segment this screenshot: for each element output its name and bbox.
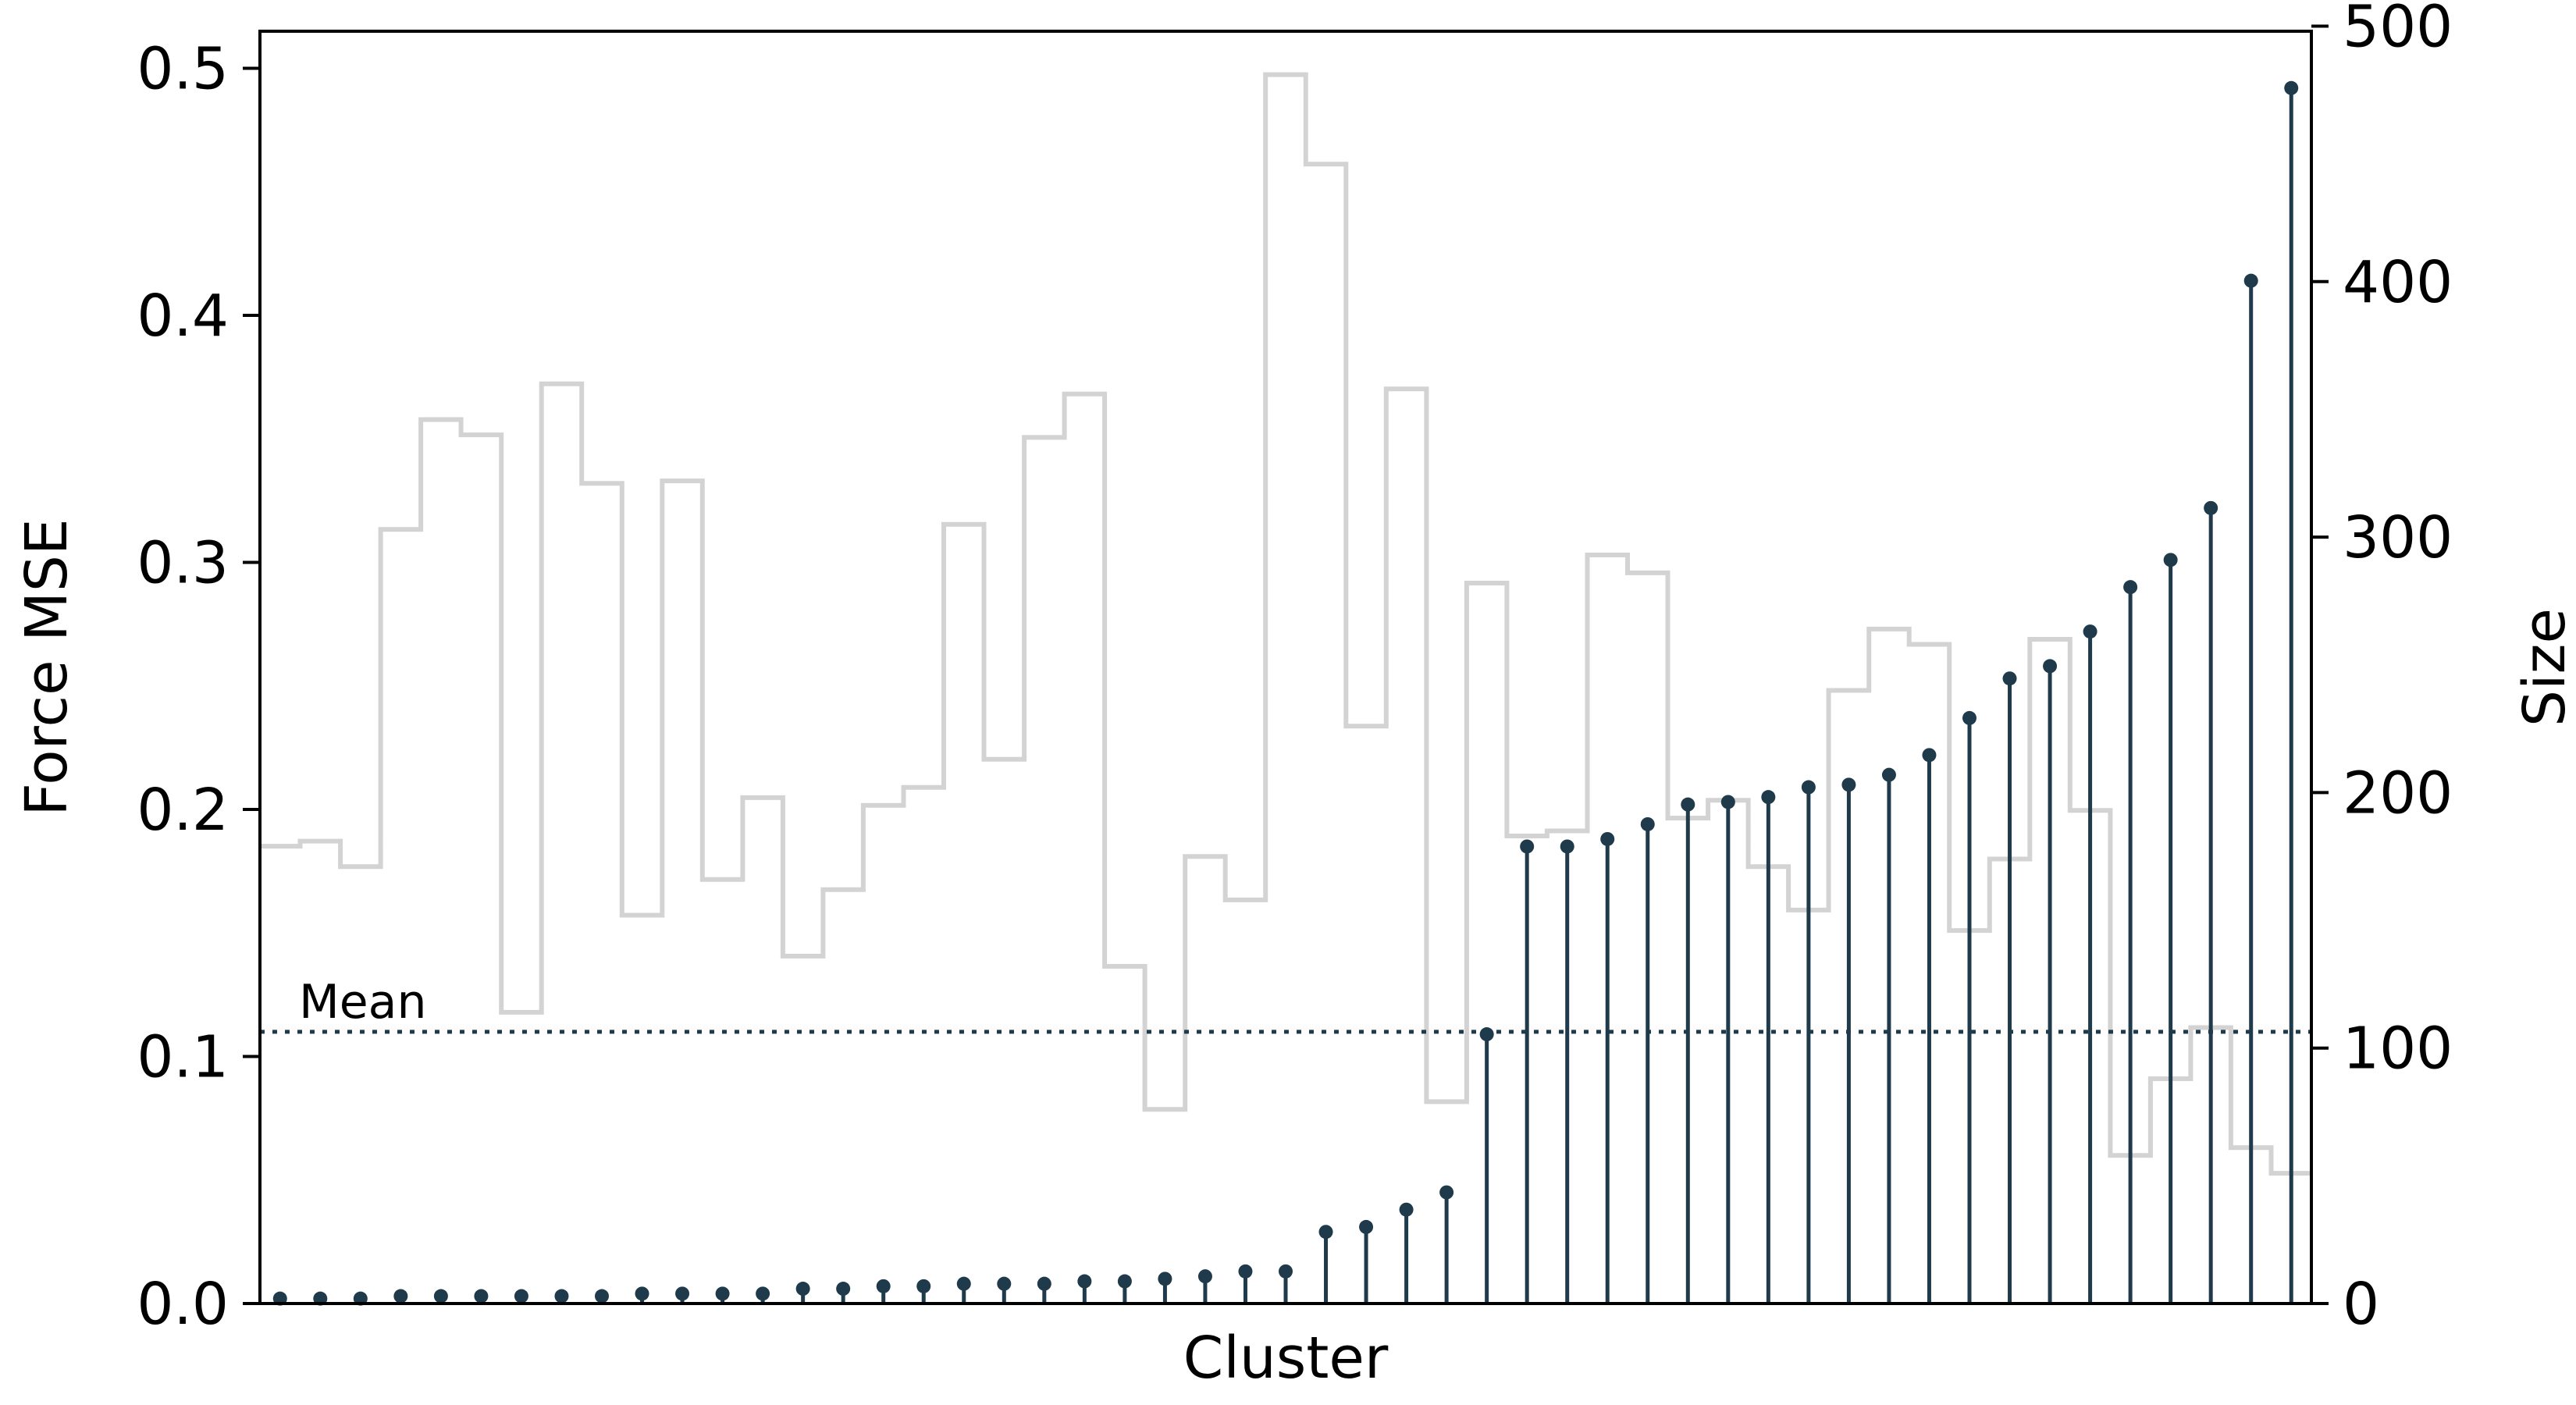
stem-marker [997, 1276, 1012, 1291]
y2-tick-label: 400 [2343, 249, 2453, 316]
stem-marker [1962, 710, 1976, 725]
y-axis-left: 0.0 0.1 0.2 0.3 0.4 0.5 [137, 35, 260, 1338]
size-step-series [260, 72, 2311, 1176]
stem-marker [1479, 1027, 1494, 1042]
stem-marker [474, 1289, 489, 1304]
axes [258, 30, 2313, 1305]
y-tick-label: 0.3 [137, 529, 229, 596]
stem-marker [1279, 1264, 1293, 1279]
stem-marker [1399, 1202, 1414, 1217]
y-axis-right: 0 100 200 300 400 500 [2311, 0, 2453, 1338]
stem-marker [393, 1289, 408, 1304]
stem-marker [2123, 580, 2138, 595]
y-tick-label: 0.2 [137, 777, 229, 844]
stem-marker [554, 1289, 569, 1304]
stem-marker [1037, 1276, 1051, 1291]
stem-marker [1922, 748, 1937, 763]
stem-marker [1841, 777, 1856, 792]
stem-marker [433, 1289, 448, 1304]
stem-marker [2284, 80, 2299, 95]
stem-marker [2083, 624, 2097, 639]
y-tick-label: 0.0 [137, 1271, 229, 1338]
stem-marker [916, 1279, 931, 1293]
y2-tick-label: 100 [2343, 1016, 2453, 1083]
stem-marker [1560, 839, 1574, 854]
y-tick-label: 0.1 [137, 1023, 229, 1090]
stem-marker [635, 1286, 649, 1301]
stem-marker [2043, 659, 2058, 674]
y2-tick-label: 300 [2343, 504, 2453, 571]
mean-label: Mean [299, 975, 426, 1030]
stem-marker [1520, 839, 1535, 854]
stem-marker [2243, 273, 2258, 288]
stem-marker [1238, 1264, 1253, 1279]
stem-marker [1318, 1225, 1333, 1240]
stem-marker [2204, 500, 2218, 515]
stem-marker [1720, 795, 1735, 809]
stem-marker [1640, 816, 1655, 831]
stem-marker [1158, 1272, 1172, 1286]
stem-marker [1359, 1219, 1374, 1234]
stem-marker [2163, 553, 2178, 567]
y-tick-label: 0.5 [137, 35, 229, 102]
y2-tick-label: 0 [2343, 1271, 2379, 1338]
stem-marker [795, 1282, 810, 1297]
y2-axis-title: Size [2511, 608, 2576, 727]
stem-marker [1801, 780, 1816, 795]
size-step-line [260, 72, 2311, 1176]
stem-marker [675, 1286, 690, 1301]
y-tick-label: 0.4 [137, 283, 229, 350]
force-mse-series [272, 80, 2299, 1306]
y2-tick-label: 500 [2343, 0, 2453, 60]
stem-marker [1600, 831, 1615, 846]
x-axis-title: Cluster [1183, 1325, 1389, 1392]
stem-marker [1117, 1274, 1132, 1289]
mean-line-group: Mean [260, 975, 2311, 1034]
stem-marker [514, 1289, 528, 1304]
plot-frame [258, 30, 2313, 1305]
stem-marker [876, 1279, 891, 1293]
stem-marker [715, 1286, 730, 1301]
stem-marker [756, 1286, 770, 1301]
stem-marker [1681, 797, 1695, 812]
stem-marker [836, 1282, 851, 1297]
stem-marker [595, 1289, 609, 1304]
stem-marker [2002, 671, 2017, 686]
y2-tick-label: 200 [2343, 759, 2453, 827]
y-axis-title: Force MSE [13, 518, 80, 816]
stem-marker [1439, 1185, 1454, 1200]
stem-marker [1761, 790, 1776, 805]
stem-marker [1197, 1269, 1212, 1284]
stem-marker [1077, 1274, 1092, 1289]
stem-marker [956, 1276, 971, 1291]
stem-marker [1881, 767, 1896, 782]
